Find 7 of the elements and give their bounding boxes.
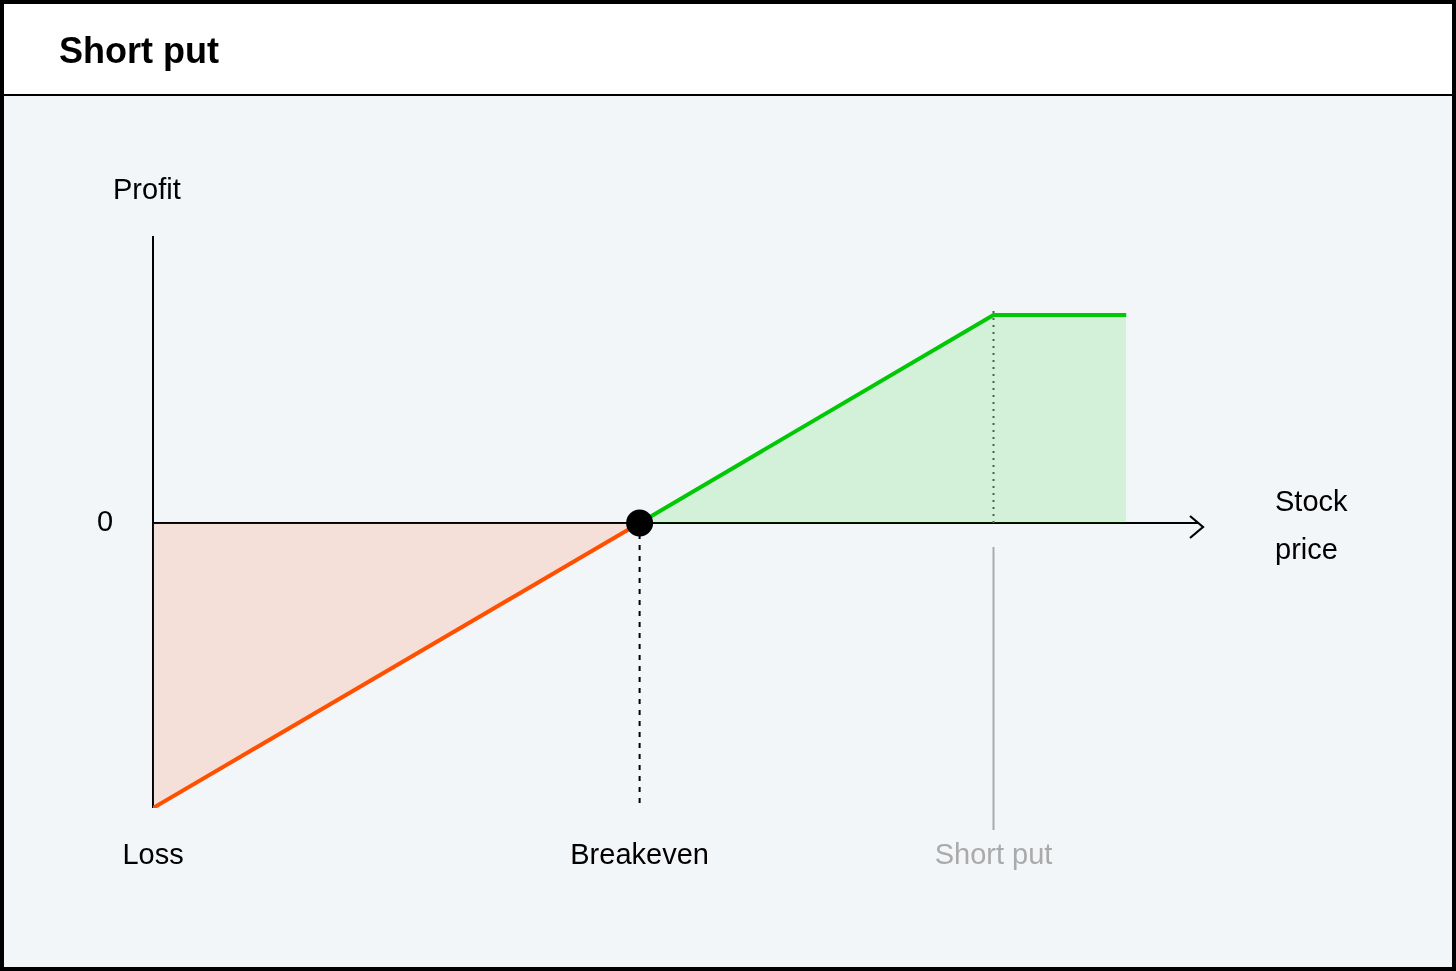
y-axis-title: Profit (113, 172, 181, 207)
x-tick-label: Short put (934, 838, 1053, 870)
ref-line-label: 0 (96, 505, 114, 537)
x-tick-label: Breakeven (570, 838, 709, 870)
x-tick-label: Loss (122, 838, 184, 870)
x-axis-title: Stock price (1275, 484, 1349, 567)
chart-title: Short put (59, 30, 219, 72)
